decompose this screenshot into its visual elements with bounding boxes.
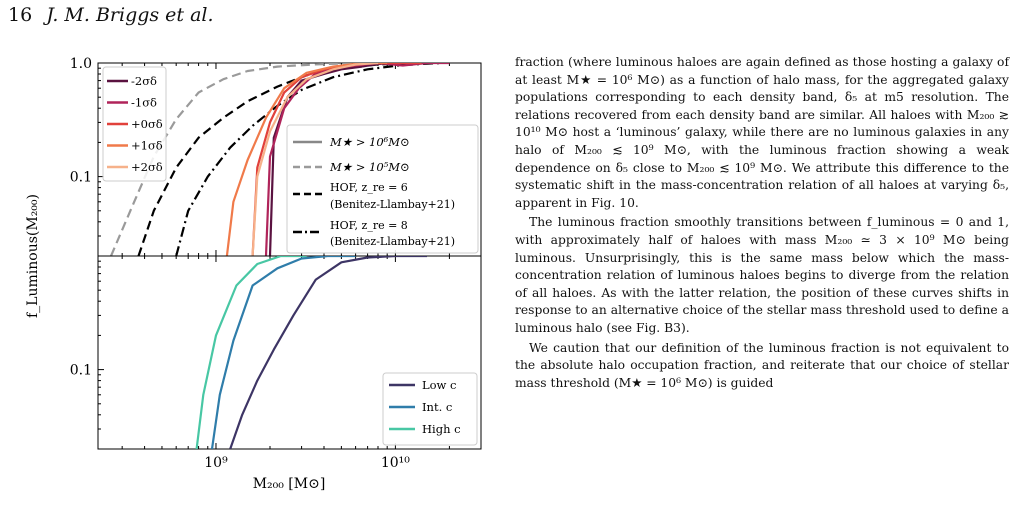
legend-concentration: Low c Int. c High c <box>382 372 478 446</box>
legend-label: -1σδ <box>131 96 157 110</box>
legend-label: M★ > 10⁶M⊙ <box>329 135 410 149</box>
running-authors: J. M. Briggs et al. <box>46 4 214 26</box>
paragraph: fraction (where luminous haloes are agai… <box>515 55 1009 210</box>
series-line <box>229 256 427 449</box>
legend-box <box>102 66 167 182</box>
legend-label: +2σδ <box>131 160 163 174</box>
y-tick-label: 1.0 <box>70 56 92 72</box>
legend-label: -2σδ <box>131 74 157 88</box>
legend-label: HOF, z_re = 8 <box>330 219 408 232</box>
legend-density-bands: -2σδ -1σδ +0σδ +1σδ +2σδ <box>102 66 167 182</box>
legend-label: Int. c <box>422 400 452 414</box>
legend-reference: M★ > 10⁶M⊙ M★ > 10⁵M⊙ HOF, z_re = 6 (Benite… <box>286 124 479 254</box>
body-text: fraction (where luminous haloes are agai… <box>515 54 1009 392</box>
legend-label: Low c <box>422 378 457 392</box>
legend-label: HOF, z_re = 6 <box>330 181 408 194</box>
x-tick-label: 10⁹ <box>204 455 228 471</box>
series-line <box>195 256 307 449</box>
legend-box <box>286 124 479 254</box>
series-line <box>210 256 356 449</box>
legend-label: (Benitez-Llambay+21) <box>330 198 455 211</box>
page-header: 16 J. M. Briggs et al. <box>8 4 214 26</box>
y-tick-label: 0.1 <box>70 170 92 186</box>
legend-label: M★ > 10⁵M⊙ <box>329 160 410 174</box>
paragraph: We caution that our definition of the lu… <box>515 340 1009 390</box>
y-axis-label: f_Luminous(M₂₀₀) <box>25 194 41 318</box>
legend-label: +1σδ <box>131 139 163 153</box>
legend-label: +0σδ <box>131 117 163 131</box>
y-tick-label: 0.1 <box>70 363 92 379</box>
bottom-panel: 0.1 Low c Int. c High c 10⁹ 10¹⁰ M₂₀₀ [M⊙] <box>70 255 482 492</box>
x-axis-label: M₂₀₀ [M⊙] <box>253 476 326 492</box>
page-number: 16 <box>8 4 33 26</box>
legend-label: High c <box>422 422 461 436</box>
paragraph: The luminous fraction smoothly transitio… <box>515 215 1009 335</box>
series-line <box>251 63 422 256</box>
legend-label: (Benitez-Llambay+21) <box>330 235 455 248</box>
series-line <box>251 63 379 256</box>
x-tick-label: 10¹⁰ <box>381 455 410 471</box>
legend-box <box>382 372 478 446</box>
plot-area <box>195 256 427 449</box>
